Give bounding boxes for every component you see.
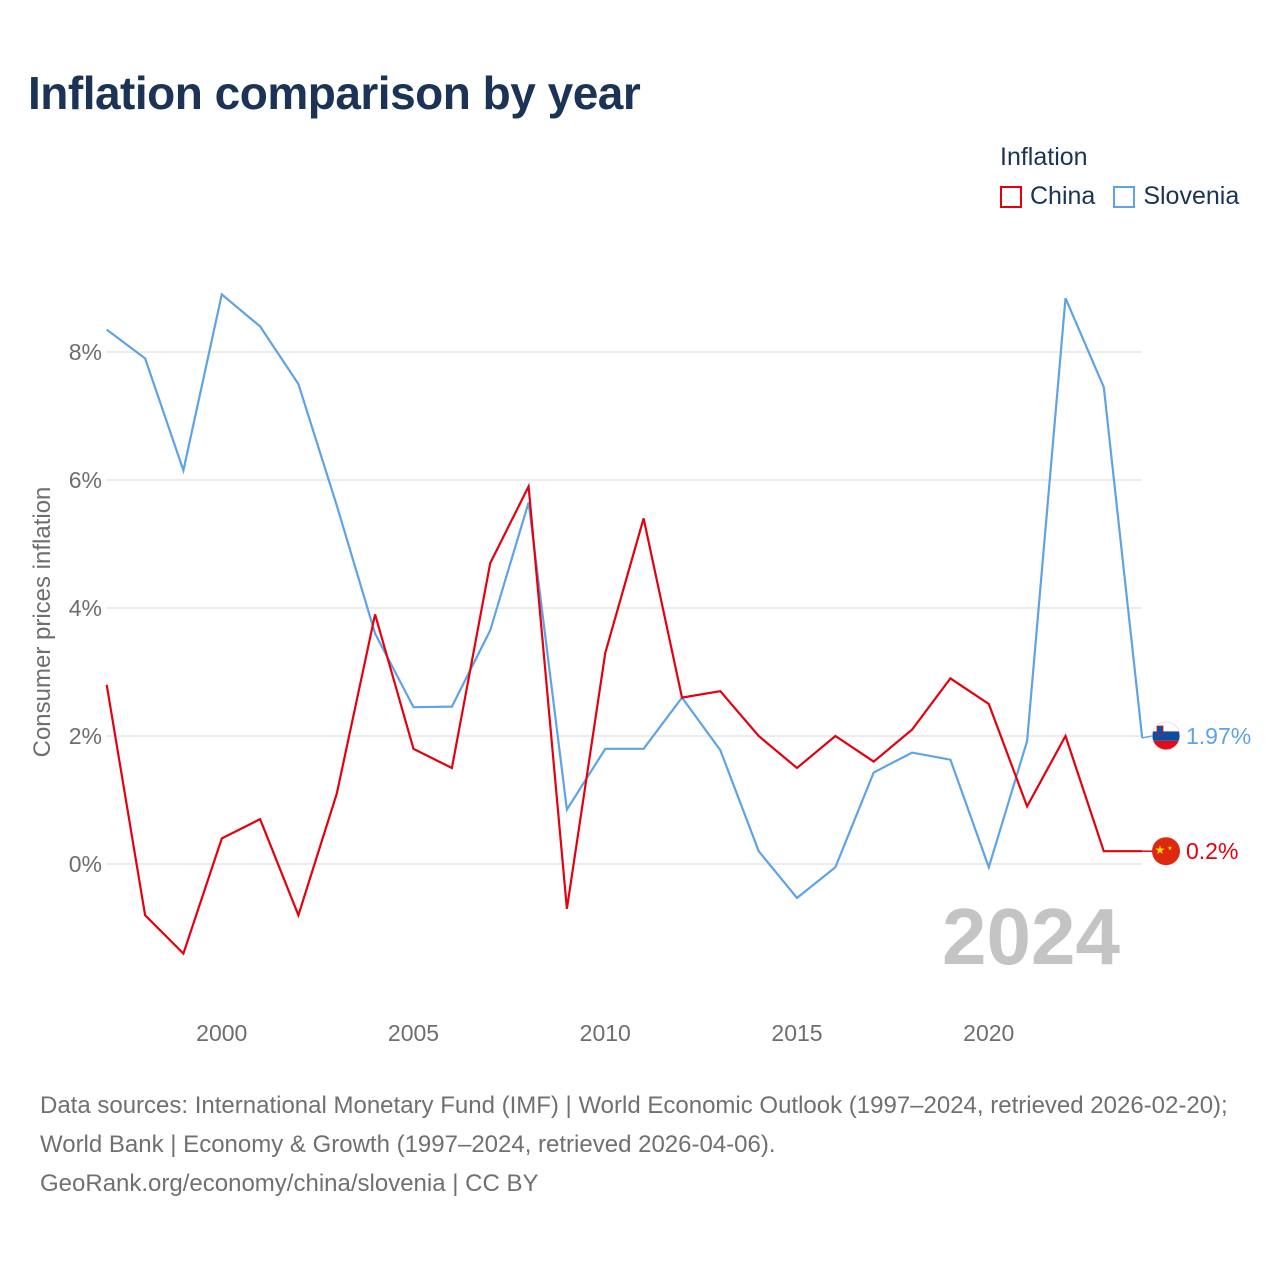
- data-sources: Data sources: International Monetary Fun…: [40, 1092, 1228, 1158]
- legend-swatch-china: [1000, 185, 1022, 208]
- slovenia-coat-of-arms-icon: [1156, 725, 1164, 736]
- y-tick-label: 8%: [69, 339, 102, 365]
- slovenia-flag-icon: [1152, 722, 1180, 750]
- y-tick-label: 6%: [69, 467, 102, 493]
- y-tick-label: 0%: [69, 851, 102, 877]
- legend-label-china: China: [1030, 182, 1096, 210]
- legend-item-slovenia[interactable]: Slovenia: [1113, 182, 1239, 211]
- y-tick-label: 4%: [69, 595, 102, 621]
- china-flag-icon: [1152, 837, 1180, 866]
- y-axis-label: Consumer prices inflation: [29, 487, 56, 758]
- x-tick-label: 2010: [580, 1020, 631, 1046]
- legend-label-slovenia: Slovenia: [1143, 182, 1240, 210]
- line-chart: 0% 2% 4% 6% 8% 2000 2005 2010 2015 2020 Consumer…: [29, 292, 1251, 1046]
- end-labels: ★ ★ 0.2% 1.97%: [1142, 721, 1251, 866]
- series-lines: [105, 292, 1144, 956]
- credit-link[interactable]: GeoRank.org/economy/china/slovenia | CC …: [40, 1170, 539, 1197]
- legend-swatch-slovenia: [1113, 185, 1136, 208]
- footer: Data sources: International Monetary Fun…: [40, 1086, 1250, 1203]
- y-axis-ticks: 0% 2% 4% 6% 8%: [69, 339, 102, 877]
- end-value-label-slovenia: 1.97%: [1186, 723, 1251, 749]
- series-line-slovenia: [106, 292, 1144, 900]
- x-tick-label: 2005: [388, 1020, 439, 1046]
- gridlines: [106, 351, 1142, 865]
- x-tick-label: 2020: [963, 1020, 1014, 1046]
- series-line-china: [105, 482, 1143, 956]
- year-watermark: 2024: [942, 892, 1120, 981]
- legend-title: Inflation: [1000, 143, 1088, 171]
- x-axis-ticks: 2000 2005 2010 2015 2020: [196, 1020, 1014, 1046]
- legend-item-china[interactable]: China: [1000, 182, 1095, 211]
- leader-line-slovenia: [1142, 735, 1153, 739]
- chart-title: Inflation comparison by year: [28, 67, 641, 119]
- x-tick-label: 2000: [196, 1020, 247, 1046]
- china-flag-small-star-icon: ★: [1167, 845, 1172, 852]
- end-value-label-china: 0.2%: [1186, 838, 1238, 864]
- legend: Inflation China Slovenia: [1000, 143, 1239, 211]
- x-tick-label: 2015: [771, 1020, 822, 1046]
- china-flag-star-icon: ★: [1155, 843, 1166, 857]
- y-tick-label: 2%: [69, 723, 102, 749]
